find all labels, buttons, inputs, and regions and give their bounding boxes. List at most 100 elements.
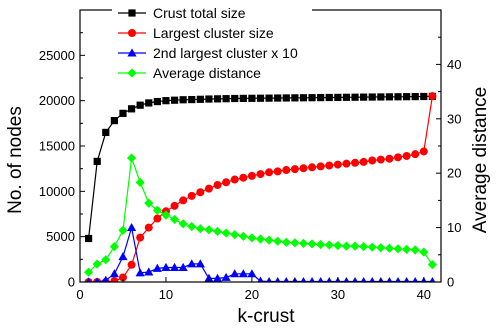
series-3-point: [94, 277, 100, 282]
series-2-point: [402, 151, 411, 160]
series-2-point: [265, 168, 274, 177]
y-axis-right-title: Average distance: [470, 87, 491, 233]
x-tick-label: 10: [159, 287, 173, 302]
series-1-point: [299, 94, 308, 102]
series-4-point: [152, 205, 162, 215]
series-1-point: [188, 95, 196, 104]
series-4-point: [238, 231, 248, 241]
series-2-point: [316, 162, 325, 171]
series-3-point: [126, 223, 137, 232]
x-tick-label: 0: [76, 287, 83, 302]
series-4-point: [307, 239, 317, 249]
series-4-point: [359, 242, 369, 252]
series-1-point: [145, 99, 153, 107]
series-1-point: [274, 94, 282, 102]
series-3-point: [109, 269, 119, 278]
series-4-point: [324, 240, 334, 250]
series-1-point: [360, 93, 368, 101]
legend-item-2: Largest cluster size: [118, 25, 274, 41]
series-4-point: [376, 243, 386, 253]
series-3-point: [152, 263, 162, 272]
series-3-point: [317, 276, 324, 282]
y-left-tick-label: 25000: [39, 48, 75, 63]
series-1-point: [334, 93, 342, 102]
legend-item-4: Average distance: [118, 65, 261, 81]
series-3-point: [266, 276, 272, 282]
legend-label: Crust total size: [153, 5, 246, 21]
series-4-point: [169, 214, 180, 225]
series-2-point: [394, 153, 403, 162]
series-1-point: [119, 109, 127, 117]
legend-item-3: 2nd largest cluster x 10: [118, 45, 298, 61]
series-2-point: [213, 180, 222, 189]
series-4-point: [135, 177, 145, 188]
series-3-point: [403, 276, 410, 282]
series-4-point: [92, 259, 102, 269]
series-3-point: [135, 268, 145, 277]
series-1-point: [411, 92, 419, 101]
series-2-point: [342, 159, 351, 168]
series-3-point: [395, 276, 401, 282]
series-3-point: [195, 259, 205, 268]
series-2-point: [376, 155, 385, 164]
series-3-point: [85, 277, 92, 282]
series-1-point: [110, 117, 118, 125]
y-right-tick-label: 20: [447, 166, 461, 181]
series-layer: [83, 92, 438, 282]
series-1-point: [239, 94, 247, 102]
series-4-point: [298, 238, 309, 248]
series-3-point: [169, 262, 180, 271]
series-2-point: [256, 170, 265, 179]
legend-marker: [127, 68, 137, 78]
series-1-point: [394, 93, 402, 101]
series-4-point: [264, 235, 274, 245]
series-4-point: [247, 233, 257, 243]
series-4-point: [212, 226, 223, 237]
series-1-point: [403, 93, 411, 101]
legend-marker: [128, 9, 136, 17]
series-1-point: [308, 94, 316, 102]
series-3-point: [274, 276, 281, 282]
series-4-point: [367, 242, 377, 252]
series-3-point: [221, 272, 231, 281]
series-3-point: [118, 252, 128, 261]
series-4-point: [178, 219, 188, 229]
series-3-point: [144, 267, 154, 276]
series-1-point: [213, 95, 222, 103]
series-2-point: [290, 165, 299, 174]
series-2-point: [127, 260, 136, 269]
series-2-point: [118, 273, 127, 282]
series-3-point: [309, 276, 315, 282]
series-4-point: [316, 239, 326, 250]
series-2-point: [187, 191, 196, 200]
series-3-point: [429, 276, 436, 282]
y-right-tick-label: 10: [447, 220, 461, 235]
series-2-point: [282, 166, 291, 175]
y-axis-left-title: No. of nodes: [5, 106, 26, 214]
series-4-point: [341, 241, 352, 251]
series-4-point: [230, 230, 240, 240]
series-4-point: [204, 225, 214, 235]
series-1-point: [317, 93, 325, 102]
series-3-point: [230, 269, 240, 278]
y-left-tick-label: 10000: [39, 184, 75, 199]
series-1-point: [351, 93, 359, 101]
series-3-point: [257, 276, 264, 282]
series-2-point: [144, 223, 153, 232]
series-2-point: [247, 171, 256, 180]
series-1-point: [248, 94, 256, 102]
series-4-point: [126, 153, 137, 163]
y-left-tick-label: 15000: [39, 139, 75, 154]
series-2-point: [179, 196, 188, 205]
series-1-point: [179, 96, 187, 104]
series-1-point: [153, 97, 161, 106]
series-4-point: [109, 242, 119, 252]
series-2-point: [428, 92, 437, 101]
series-1-point: [93, 157, 101, 166]
series-3-point: [300, 276, 307, 282]
series-1-point: [127, 105, 136, 113]
series-3-point: [360, 276, 367, 282]
series-1-point: [377, 93, 385, 101]
legend-item-1: Crust total size: [118, 5, 246, 21]
